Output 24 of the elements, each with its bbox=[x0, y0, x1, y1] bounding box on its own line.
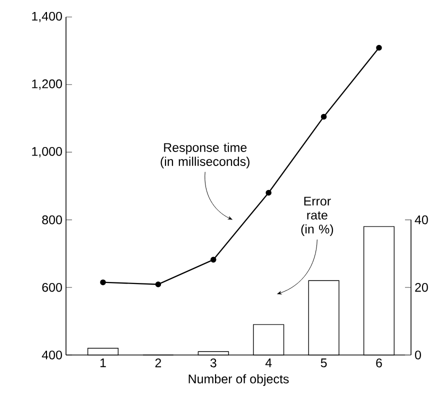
text: Response time (in milliseconds) bbox=[160, 142, 250, 168]
point bbox=[266, 190, 272, 196]
text: Error rate (in %) bbox=[301, 196, 334, 236]
point bbox=[376, 44, 382, 51]
y2-tick-label: 40 bbox=[414, 215, 428, 224]
point bbox=[210, 256, 216, 263]
x-tick-label: 3 bbox=[210, 358, 216, 368]
y-tick-label: 1,000 bbox=[32, 147, 62, 158]
point bbox=[320, 114, 327, 120]
x-tick-label: 1 bbox=[100, 358, 106, 368]
x-axis-title: Number of objects bbox=[188, 374, 289, 386]
x-tick-label: 5 bbox=[320, 358, 327, 368]
y-tick-label: 800 bbox=[42, 215, 62, 224]
y2-tick-label: 20 bbox=[415, 282, 428, 292]
point bbox=[100, 279, 106, 286]
x-tick-label: 4 bbox=[265, 358, 272, 368]
y-tick-label: 400 bbox=[42, 350, 62, 360]
x-tick-label: 2 bbox=[155, 358, 162, 368]
y-tick-label: 1,400 bbox=[32, 12, 62, 22]
x-tick-label: 6 bbox=[376, 358, 382, 368]
point bbox=[155, 281, 162, 288]
y-tick-label: 1,200 bbox=[32, 79, 62, 90]
y-tick-label: 600 bbox=[42, 282, 62, 292]
y2-tick-label: 0 bbox=[415, 350, 421, 360]
